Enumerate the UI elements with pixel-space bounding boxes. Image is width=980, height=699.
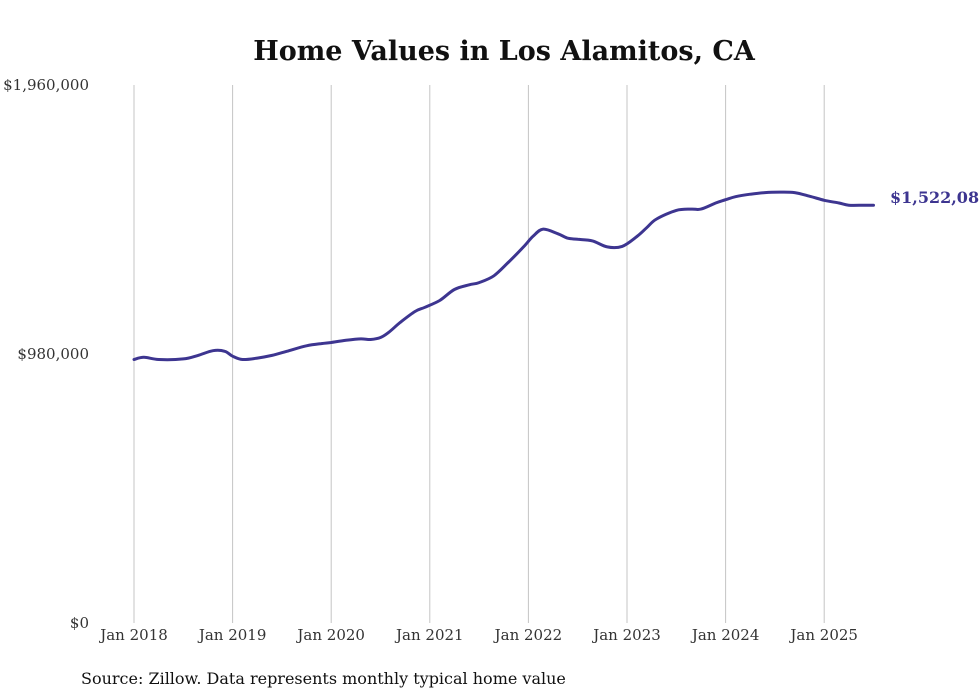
chart-title: Home Values in Los Alamitos, CA [253, 36, 756, 67]
y-tick-label: $980,000 [17, 345, 89, 363]
x-axis-ticks: Jan 2018 Jan 2019 Jan 2020 Jan 2021 Jan 2022… [98, 626, 858, 644]
x-tick-label: Jan 2018 [98, 626, 168, 644]
x-tick-label: Jan 2020 [295, 626, 365, 644]
source-note: Source: Zillow. Data represents monthly … [81, 669, 566, 688]
x-tick-label: Jan 2021 [394, 626, 464, 644]
x-tick-label: Jan 2019 [197, 626, 267, 644]
x-tick-label: Jan 2022 [493, 626, 563, 644]
y-tick-label: $0 [70, 614, 89, 632]
x-tick-label: Jan 2023 [591, 626, 661, 644]
y-axis-ticks: $0 $980,000 $1,960,000 [3, 76, 89, 632]
series-line-0 [132, 190, 875, 362]
x-tick-label: Jan 2024 [690, 626, 760, 644]
series-layer [132, 190, 875, 362]
x-tick-label: Jan 2025 [788, 626, 858, 644]
end-value-label: $1,522,08 [890, 188, 979, 207]
gridlines [133, 85, 825, 623]
y-tick-label: $1,960,000 [3, 76, 89, 94]
